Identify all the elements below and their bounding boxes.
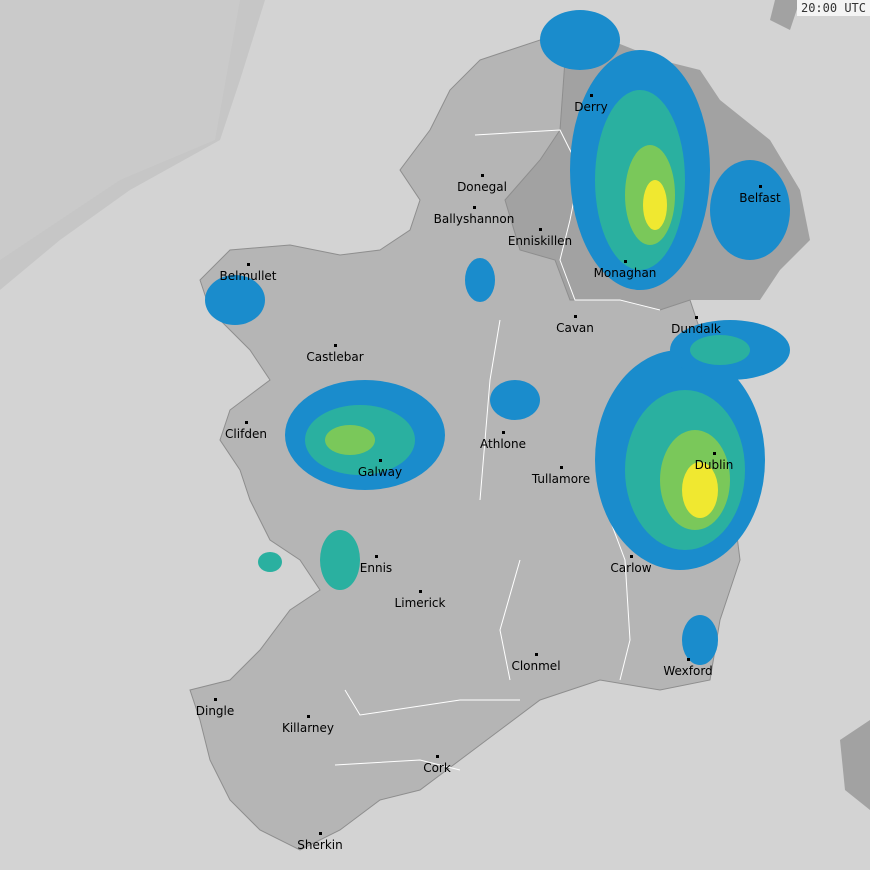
city-dot bbox=[247, 263, 250, 266]
rain-echoes bbox=[205, 10, 790, 665]
city-dot bbox=[630, 555, 633, 558]
city-dot bbox=[502, 431, 505, 434]
city-label: Dingle bbox=[195, 704, 235, 718]
city-label: Derry bbox=[574, 100, 608, 114]
scotland-land bbox=[770, 0, 870, 810]
city-dot bbox=[590, 94, 593, 97]
city-dot bbox=[319, 832, 322, 835]
city-dot bbox=[481, 174, 484, 177]
city-label: Monaghan bbox=[593, 266, 657, 280]
city-dot bbox=[539, 228, 542, 231]
city-dot bbox=[473, 206, 476, 209]
city-label: Enniskillen bbox=[507, 234, 573, 248]
city-label: Clifden bbox=[225, 427, 267, 441]
city-dot bbox=[245, 421, 248, 424]
city-label: Cork bbox=[423, 761, 451, 775]
city-label: Ennis bbox=[359, 561, 393, 575]
city-label: Limerick bbox=[394, 596, 446, 610]
city-label: Cavan bbox=[556, 321, 594, 335]
borders bbox=[334, 129, 661, 771]
city-dot bbox=[535, 653, 538, 656]
city-label: Killarney bbox=[281, 721, 335, 735]
city-label: Wexford bbox=[663, 664, 713, 678]
city-label: Clonmel bbox=[511, 659, 561, 673]
city-label: Carlow bbox=[610, 561, 652, 575]
city-dot bbox=[379, 459, 382, 462]
city-label: Belmullet bbox=[219, 269, 277, 283]
city-dot bbox=[695, 316, 698, 319]
city-dot bbox=[713, 452, 716, 455]
city-dot bbox=[687, 658, 690, 661]
city-dot bbox=[574, 315, 577, 318]
city-label: Castlebar bbox=[306, 350, 364, 364]
city-label: Galway bbox=[357, 465, 403, 479]
city-label: Tullamore bbox=[531, 472, 591, 486]
city-dot bbox=[214, 698, 217, 701]
city-label: Donegal bbox=[457, 180, 507, 194]
city-dot bbox=[334, 344, 337, 347]
city-label: Dundalk bbox=[671, 322, 721, 336]
city-dot bbox=[307, 715, 310, 718]
out-of-range-area-inner bbox=[0, 0, 240, 260]
city-label: Belfast bbox=[739, 191, 781, 205]
city-dot bbox=[759, 185, 762, 188]
city-label: Sherkin bbox=[297, 838, 343, 852]
city-label: Ballyshannon bbox=[433, 212, 515, 226]
timestamp: 20:00 UTC bbox=[796, 0, 870, 16]
city-dot bbox=[560, 466, 563, 469]
city-dot bbox=[375, 555, 378, 558]
city-dot bbox=[419, 590, 422, 593]
city-label: Dublin bbox=[694, 458, 734, 472]
city-dot bbox=[436, 755, 439, 758]
city-dot bbox=[624, 260, 627, 263]
city-label: Athlone bbox=[480, 437, 526, 451]
